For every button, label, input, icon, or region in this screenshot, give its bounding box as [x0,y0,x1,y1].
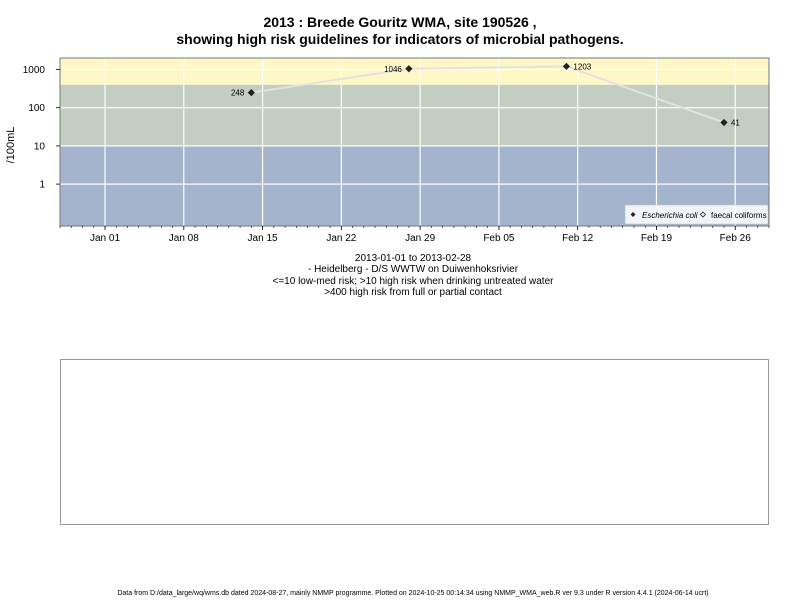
data-point [247,89,255,97]
x-tick-label: Feb 12 [562,233,594,244]
risk-band-2 [60,58,769,85]
data-point [405,65,413,73]
x-tick-label: Jan 08 [169,233,199,244]
data-point [562,62,571,71]
legend-label-ecoli: Escherichia coli [642,211,698,220]
x-tick-label: Jan 01 [90,233,120,244]
chart-title-line2: showing high risk guidelines for indicat… [176,31,624,47]
x-tick-label: Jan 29 [405,233,435,244]
x-tick-label: Feb 19 [641,233,673,244]
risk-band-1 [60,84,769,146]
plot-frame [59,57,770,227]
y-tick-label: 10 [34,141,46,152]
caption-site: - Heidelberg - D/S WWTW on Duiwenhoksriv… [307,264,519,275]
data-label: 41 [731,118,740,127]
x-tick-label: Feb 05 [483,233,515,244]
legend-box [624,204,769,225]
x-axis: Jan 01 Jan 08 Jan 15 Jan 22 Jan 29 Feb 05 Feb … [59,226,770,244]
series-line-0 [251,65,725,124]
empty-chart-panel [60,359,769,525]
data-point [720,118,728,127]
legend-marker-ecoli [630,212,636,217]
caption-guideline-low: <=10 low-med risk; >10 high risk when dr… [272,276,554,287]
y-tick-label: 1 [39,180,45,191]
x-tick-label: Feb 26 [720,233,752,244]
grid-lines [60,58,769,226]
legend: Escherichia coli faecal coliforms [624,204,769,225]
data-label: 1046 [384,65,402,74]
series-layer: 248 1046 1203 41 [231,62,740,127]
data-label: 1203 [573,62,591,71]
legend-marker-faecal-coliforms [699,211,707,218]
caption-date-range: 2013-01-01 to 2013-02-28 [354,253,472,264]
y-tick-label: 100 [28,103,45,114]
risk-bands [60,58,769,226]
data-label: 248 [231,89,245,98]
chart-title-line1: 2013 : Breede Gouritz WMA, site 190526 , [263,14,537,30]
y-tick-label: 1000 [23,65,46,76]
footer-note: Data from D:/data_large/wq/wms.db dated … [117,590,709,597]
x-tick-label: Jan 22 [326,233,356,244]
y-axis: 1 10 100 1000 [23,65,60,191]
legend-label-faecal-coliforms: faecal coliforms [711,211,767,220]
x-tick-label: Jan 15 [248,233,278,244]
caption-guideline-high: >400 high risk from full or partial cont… [324,287,502,298]
y-axis-label: /100mL [5,127,17,164]
